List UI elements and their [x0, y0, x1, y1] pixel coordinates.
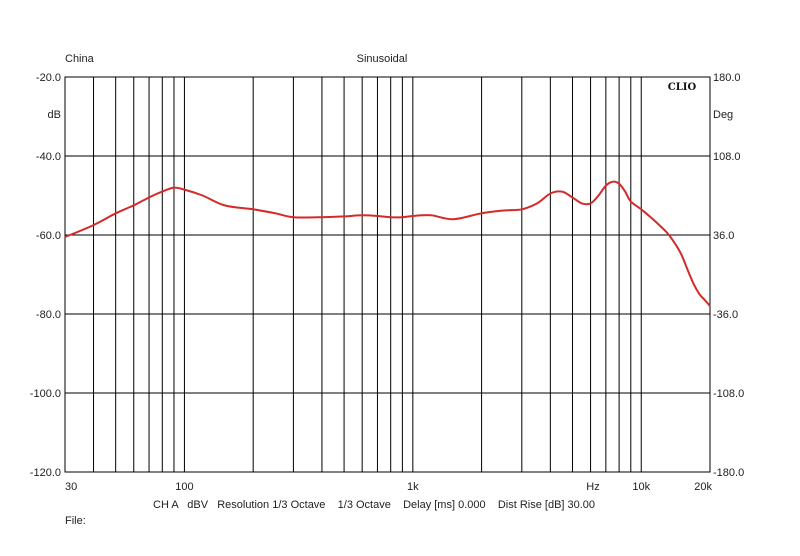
y-axis-unit-label: dB [48, 109, 61, 121]
x-tick-label: 100 [175, 481, 193, 493]
y-tick-label: -100.0 [30, 388, 61, 400]
x-tick-label: 1k [407, 481, 419, 493]
y2-axis-unit-label: Deg [713, 109, 733, 121]
y2-tick-label: -108.0 [713, 388, 744, 400]
header-left-label: China [65, 53, 95, 65]
y-tick-label: -20.0 [36, 72, 61, 84]
curve-layer [64, 180, 711, 307]
frequency-response-line [64, 180, 711, 307]
plot-background [65, 77, 710, 472]
x-tick-label: 10k [632, 481, 650, 493]
y2-tick-label: 180.0 [713, 72, 741, 84]
plot-frame [64, 76, 711, 473]
brand-logo-text: CLIO [668, 82, 697, 93]
x-tick-label: 30 [65, 481, 77, 493]
y-tick-label: -80.0 [36, 309, 61, 321]
y-tick-label: -120.0 [30, 467, 61, 479]
measurement-info: CH A dBV Resolution 1/3 Octave 1/3 Octav… [153, 499, 595, 511]
chart-title: Sinusoidal [357, 53, 408, 65]
y-tick-label: -60.0 [36, 230, 61, 242]
y2-tick-label: -180.0 [713, 467, 744, 479]
grid-lines [65, 77, 710, 472]
file-label: File: [65, 515, 86, 527]
x-tick-label: 20k [694, 481, 712, 493]
y2-tick-label: 108.0 [713, 151, 741, 163]
y2-tick-label: 36.0 [713, 230, 734, 242]
x-axis-unit-label: Hz [586, 481, 599, 493]
y2-tick-label: -36.0 [713, 309, 738, 321]
axis-labels: -20.0 -40.0 -60.0 -80.0 -100.0 -120.0 180.0 108… [30, 72, 744, 493]
y-tick-label: -40.0 [36, 151, 61, 163]
